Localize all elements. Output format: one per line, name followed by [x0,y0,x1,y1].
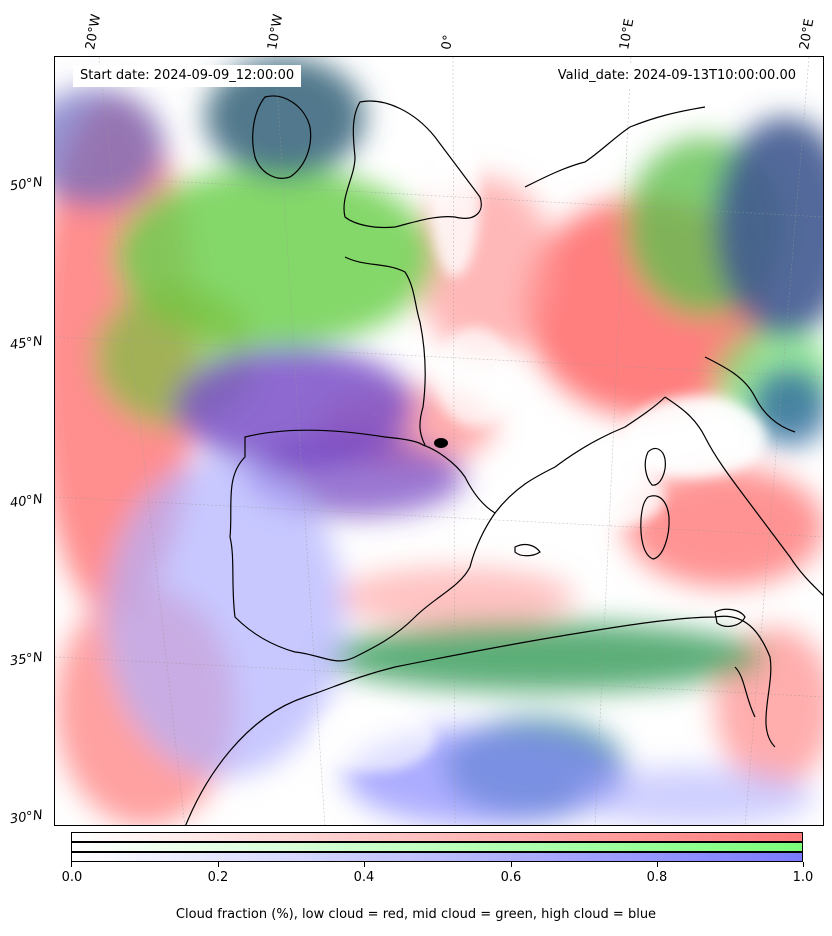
lon-label-10w: 10°W [265,13,287,52]
italy-coastline [664,396,823,596]
france-med-coastline [494,396,666,514]
colorbar-tickmark [218,862,219,867]
clear-sky-area [565,467,665,527]
colorbar-tick-label: 0.8 [646,870,668,885]
great-britain-coastline [343,100,482,229]
sardinia-coastline [640,495,670,560]
cloud-layers [55,57,823,825]
continent-north-coastline [524,106,706,188]
colorbar-tick-label: 0.0 [61,870,83,885]
colorbar-tickmark [71,862,72,867]
colorbar-tickmark [657,862,658,867]
low-cloud-area [335,567,575,627]
colorbar-tickmark [364,862,365,867]
high-cloud-area [715,117,823,337]
high-cloud-area [105,457,345,777]
high-cloud-area [750,367,823,447]
ireland-coastline [252,95,312,179]
lat-label-40n: 40°N [9,491,44,512]
low-cloud-area [625,467,823,587]
coastlines [185,95,823,825]
valid-date-label: Valid_date: 2024-09-13T10:00:00.00 [550,65,803,87]
lon-label-20e: 20°E [797,17,818,52]
sicily-coastline [714,608,746,627]
colorbar-tickmark [511,862,512,867]
graticule [55,57,823,825]
high-cloud-area [205,57,365,177]
colorbar-tick-label: 0.6 [500,870,522,885]
corsica-coastline [644,447,666,486]
lat-label-35n: 35°N [9,649,44,670]
mid-cloud-area [325,622,765,692]
colorbar-tick-label: 0.2 [207,870,229,885]
colorbar-low-cloud [71,832,803,842]
clear-sky-area [435,327,515,427]
colorbar-high-cloud [71,852,803,862]
lat-label-30n: 30°N [9,807,44,828]
lat-label-45n: 45°N [9,333,44,354]
high-cloud-area [575,767,815,825]
map-canvas [55,57,823,825]
colorbar-caption: Cloud fraction (%), low cloud = red, mid… [175,907,657,922]
colorbar-tick-label: 1.0 [792,870,814,885]
north-africa-coastline [185,615,776,825]
balearic-islands-coastline [514,543,541,557]
lon-label-20w: 20°W [83,13,105,52]
lon-label-0: 0° [439,33,457,51]
lat-label-50n: 50°N [9,174,44,195]
colorbar [71,832,803,862]
iberia-coastline [229,429,496,662]
adriatic-coastline [704,356,796,433]
tunisia-coastline [734,666,756,718]
colorbar-tickmark [803,862,804,867]
colorbar-mid-cloud [71,842,803,852]
high-cloud-area [55,87,165,207]
clear-sky-area [625,397,765,477]
france-atlantic-coastline [344,256,426,446]
lon-label-10e: 10°E [617,17,638,52]
start-date-label: Start date: 2024-09-09_12:00:00 [73,65,302,87]
colorbar-tick-label: 0.4 [353,870,375,885]
location-marker [434,438,448,448]
cloud-fraction-map: Start date: 2024-09-09_12:00:00 Valid_da… [54,56,824,826]
clear-sky-area [315,702,435,772]
